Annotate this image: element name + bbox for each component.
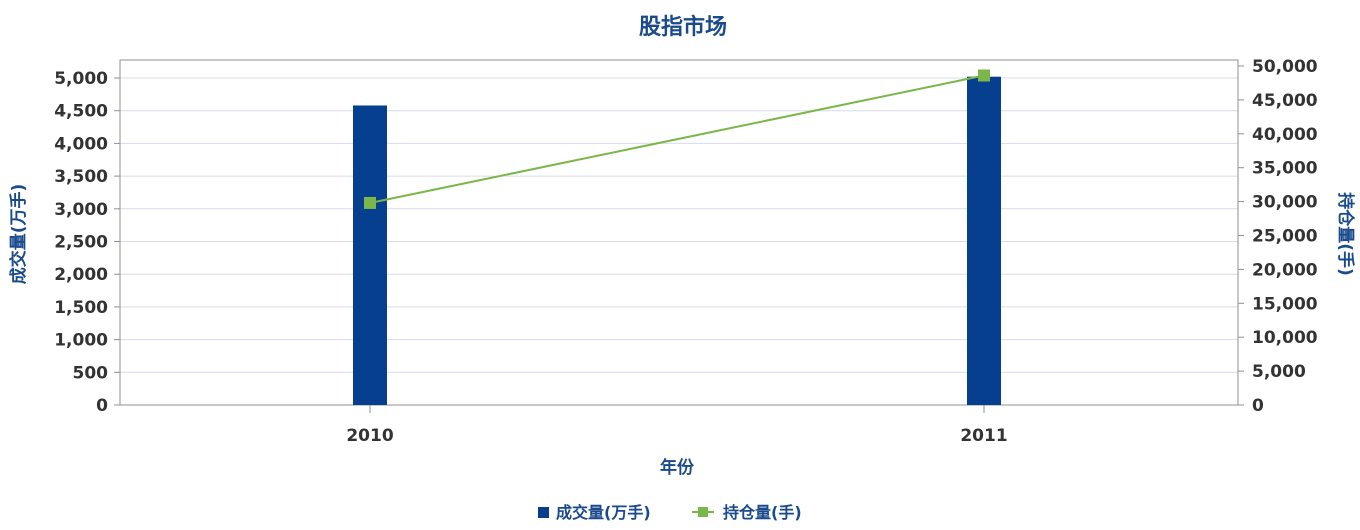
x-tick-label: 2011 bbox=[960, 426, 1007, 446]
y-left-tick-label: 5,000 bbox=[54, 69, 108, 89]
y-axis-right-title: 持仓量(手) bbox=[1335, 192, 1356, 276]
y-left-tick-label: 4,000 bbox=[54, 134, 108, 154]
y-left-tick-label: 2,500 bbox=[54, 233, 108, 253]
axes: 0 500 1,000 1,500 2,000 2,500 3,000 3,500 4,000 4… bbox=[54, 57, 1318, 446]
series-line bbox=[369, 74, 985, 204]
line-point bbox=[978, 69, 990, 82]
y-right-tick-label: 35,000 bbox=[1252, 159, 1318, 179]
y-right-tick-label: 20,000 bbox=[1252, 260, 1318, 280]
chart-title: 股指市场 bbox=[639, 14, 727, 40]
y-left-tick-label: 2,000 bbox=[54, 265, 108, 285]
line-point bbox=[364, 196, 376, 209]
y-left-tick-label: 3,000 bbox=[54, 200, 108, 220]
x-axis-title: 年份 bbox=[660, 457, 695, 478]
legend-line-label: 持仓量(手) bbox=[723, 503, 802, 522]
y-right-tick-label: 10,000 bbox=[1252, 328, 1318, 348]
y-left-tick-label: 4,500 bbox=[54, 102, 108, 122]
y-right-tick-label: 15,000 bbox=[1252, 294, 1318, 314]
y-right-tick-label: 45,000 bbox=[1252, 91, 1318, 111]
y-right-tick-label: 5,000 bbox=[1252, 362, 1306, 382]
grid-lines bbox=[120, 77, 1238, 373]
bar bbox=[353, 105, 387, 405]
y-left-tick-label: 3,500 bbox=[54, 167, 108, 187]
y-right-tick-label: 30,000 bbox=[1252, 193, 1318, 213]
y-axis-left-title: 成交量(万手) bbox=[8, 184, 29, 285]
legend: 成交量(万手) 持仓量(手) bbox=[538, 503, 802, 522]
legend-bar-label: 成交量(万手) bbox=[556, 503, 651, 522]
y-left-tick-label: 500 bbox=[73, 363, 109, 383]
y-left-tick-label: 1,000 bbox=[54, 331, 108, 351]
legend-line-marker bbox=[698, 507, 708, 517]
y-left-tick-label: 0 bbox=[96, 396, 108, 416]
bar bbox=[967, 76, 1001, 405]
y-right-tick-label: 25,000 bbox=[1252, 227, 1318, 247]
line-series bbox=[364, 69, 990, 209]
bars bbox=[353, 76, 1001, 405]
y-right-tick-label: 50,000 bbox=[1252, 57, 1318, 77]
y-left-tick-label: 1,500 bbox=[54, 298, 108, 318]
y-right-tick-label: 0 bbox=[1252, 396, 1264, 416]
plot-frame bbox=[119, 59, 1239, 406]
legend-bar-swatch bbox=[538, 507, 549, 518]
x-tick-label: 2010 bbox=[346, 426, 393, 446]
y-right-tick-label: 40,000 bbox=[1252, 125, 1318, 145]
